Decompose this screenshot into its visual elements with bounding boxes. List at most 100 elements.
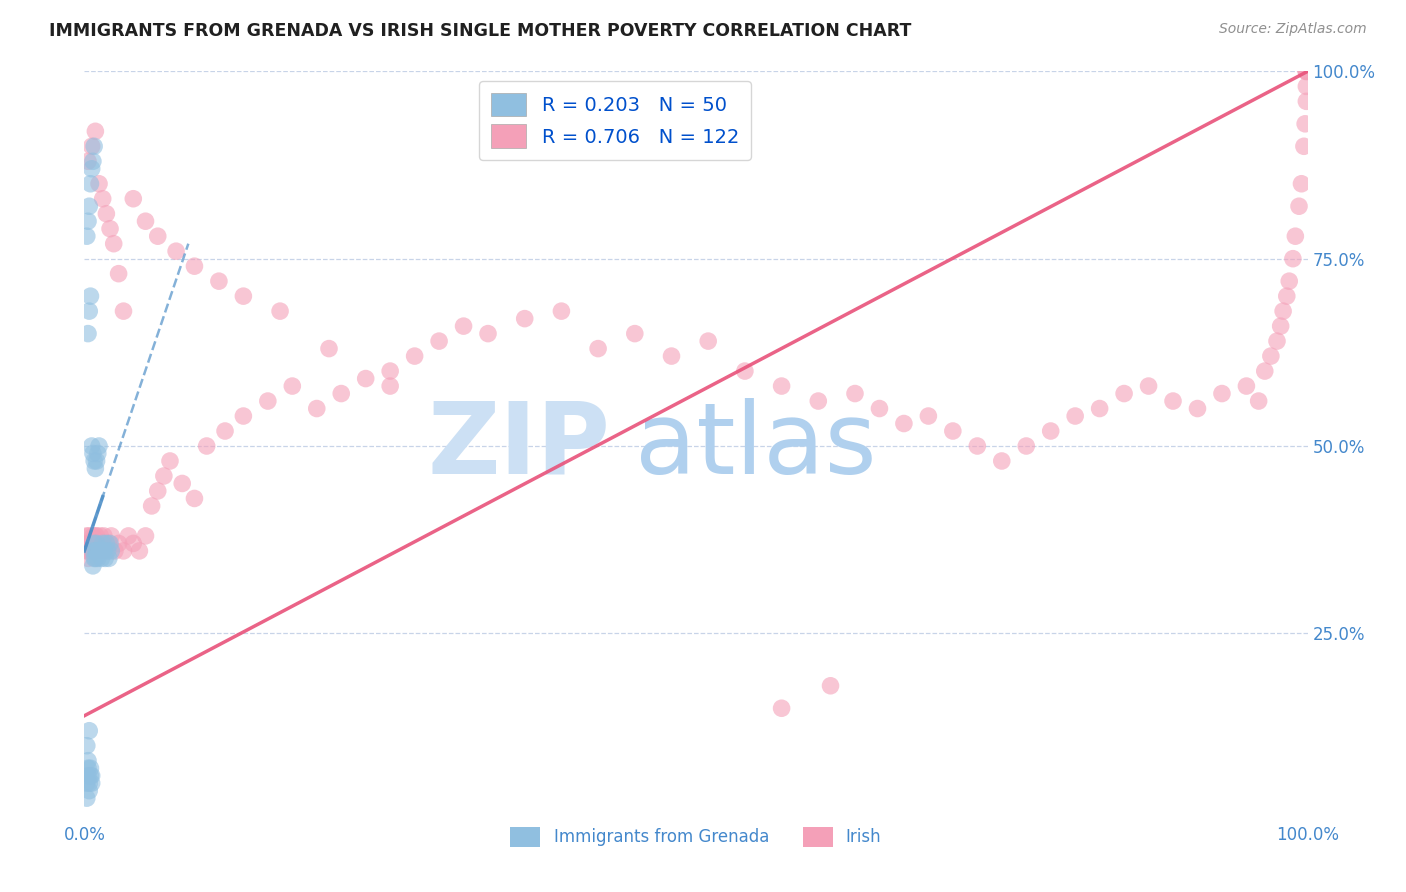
Point xyxy=(77,723,100,738)
Text: ZIP: ZIP xyxy=(427,398,610,494)
Point xyxy=(624,326,647,341)
Point xyxy=(1284,229,1306,244)
Point xyxy=(76,791,98,805)
Point xyxy=(305,401,328,416)
Point xyxy=(183,491,205,506)
Point xyxy=(1278,274,1301,288)
Point xyxy=(77,536,100,550)
Point xyxy=(83,536,105,550)
Point xyxy=(1275,289,1298,303)
Point xyxy=(86,544,108,558)
Point xyxy=(1288,199,1310,213)
Point xyxy=(195,439,218,453)
Point xyxy=(80,439,103,453)
Point xyxy=(1114,386,1136,401)
Point xyxy=(91,544,114,558)
Point xyxy=(172,476,194,491)
Point xyxy=(354,371,377,385)
Point xyxy=(82,529,104,543)
Point xyxy=(427,334,450,348)
Point xyxy=(87,544,110,558)
Point xyxy=(77,529,100,543)
Point xyxy=(79,289,101,303)
Point xyxy=(1282,252,1305,266)
Point xyxy=(79,761,101,775)
Point xyxy=(77,326,100,341)
Point xyxy=(100,529,122,543)
Point xyxy=(94,551,117,566)
Point xyxy=(107,536,129,550)
Point xyxy=(1295,79,1317,94)
Point xyxy=(917,409,939,423)
Point xyxy=(77,199,100,213)
Point xyxy=(76,529,98,543)
Point xyxy=(380,364,402,378)
Point xyxy=(734,364,756,378)
Point xyxy=(76,739,98,753)
Point xyxy=(86,454,108,468)
Point xyxy=(94,536,117,550)
Point xyxy=(153,469,176,483)
Point xyxy=(84,124,107,138)
Point xyxy=(83,551,105,566)
Point xyxy=(330,386,353,401)
Point xyxy=(82,544,104,558)
Point xyxy=(77,214,100,228)
Point xyxy=(76,544,98,558)
Point xyxy=(84,551,107,566)
Point xyxy=(87,544,110,558)
Point xyxy=(93,529,115,543)
Point xyxy=(128,544,150,558)
Point xyxy=(1187,401,1209,416)
Point xyxy=(807,394,830,409)
Point xyxy=(141,499,163,513)
Point xyxy=(80,769,103,783)
Point xyxy=(86,529,108,543)
Point xyxy=(96,536,118,550)
Point xyxy=(84,529,107,543)
Point xyxy=(844,386,866,401)
Point xyxy=(942,424,965,438)
Point xyxy=(100,544,122,558)
Point xyxy=(1088,401,1111,416)
Point xyxy=(135,529,157,543)
Point xyxy=(1247,394,1270,409)
Point xyxy=(214,424,236,438)
Point xyxy=(257,394,280,409)
Point xyxy=(97,544,120,558)
Point xyxy=(1137,379,1160,393)
Point xyxy=(586,342,609,356)
Point xyxy=(90,551,112,566)
Point xyxy=(661,349,683,363)
Point xyxy=(991,454,1014,468)
Point xyxy=(1015,439,1038,453)
Point xyxy=(96,207,118,221)
Point xyxy=(1295,95,1317,109)
Text: IMMIGRANTS FROM GRENADA VS IRISH SINGLE MOTHER POVERTY CORRELATION CHART: IMMIGRANTS FROM GRENADA VS IRISH SINGLE … xyxy=(49,22,911,40)
Point xyxy=(87,551,110,566)
Point xyxy=(86,544,108,558)
Point xyxy=(96,544,118,558)
Point xyxy=(82,558,104,573)
Point xyxy=(77,154,100,169)
Point xyxy=(86,536,108,550)
Point xyxy=(477,326,499,341)
Point xyxy=(76,229,98,244)
Text: atlas: atlas xyxy=(636,398,876,494)
Point xyxy=(135,214,157,228)
Point xyxy=(146,483,169,498)
Point xyxy=(697,334,720,348)
Text: Source: ZipAtlas.com: Source: ZipAtlas.com xyxy=(1219,22,1367,37)
Point xyxy=(107,267,129,281)
Point xyxy=(87,177,110,191)
Point xyxy=(91,536,114,550)
Point xyxy=(77,754,100,768)
Point xyxy=(165,244,187,259)
Point xyxy=(1295,64,1317,78)
Point xyxy=(770,379,793,393)
Point xyxy=(1295,64,1317,78)
Point xyxy=(83,536,105,550)
Point xyxy=(1294,117,1316,131)
Point xyxy=(80,161,103,176)
Point xyxy=(97,536,120,550)
